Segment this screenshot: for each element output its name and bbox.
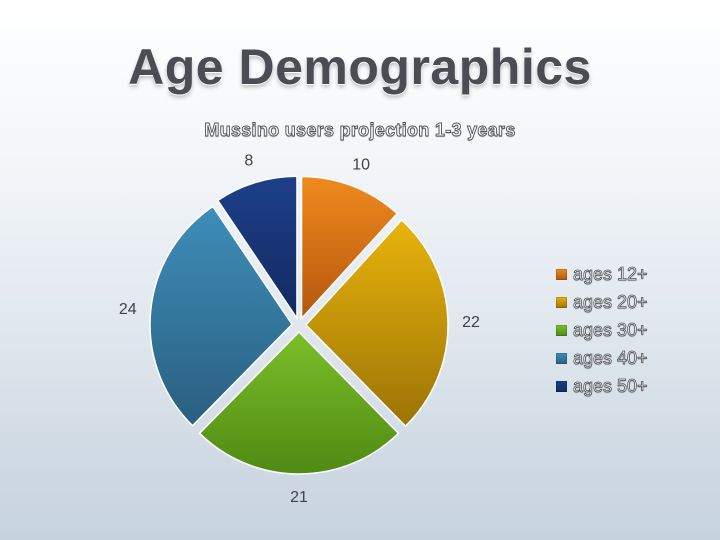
data-label: 22 (462, 314, 480, 331)
legend-swatch (556, 352, 567, 364)
pie-slice-ages-20 (304, 218, 449, 428)
data-label: 24 (119, 301, 137, 318)
chart-title: Mussino users projection 1-3 years (204, 120, 516, 141)
chart-legend: ages 12+ ages 20+ ages 30+ ages 40+ ages 50+ (556, 260, 648, 400)
pie-slice-ages-40 (149, 205, 293, 427)
legend-swatch (556, 268, 567, 280)
legend-item: ages 20+ (556, 288, 648, 316)
slide-title: Age Demographics (128, 39, 592, 95)
data-label: 8 (244, 152, 253, 169)
legend-swatch (556, 380, 567, 392)
legend-label: ages 50+ (573, 375, 648, 396)
legend-swatch (556, 324, 567, 336)
pie-slice-ages-50 (216, 175, 298, 321)
legend-label: ages 20+ (573, 291, 648, 312)
legend-swatch (556, 296, 567, 308)
legend-label: ages 12+ (573, 263, 648, 284)
legend-item: ages 12+ (556, 260, 648, 288)
pie-slice-ages-12 (300, 175, 399, 321)
legend-item: ages 30+ (556, 316, 648, 344)
pie-slice-ages-30 (198, 330, 400, 475)
legend-item: ages 50+ (556, 372, 648, 400)
legend-label: ages 40+ (573, 347, 648, 368)
legend-item: ages 40+ (556, 344, 648, 372)
legend-label: ages 30+ (573, 319, 648, 340)
data-label: 21 (290, 489, 308, 506)
data-label: 10 (352, 157, 370, 174)
